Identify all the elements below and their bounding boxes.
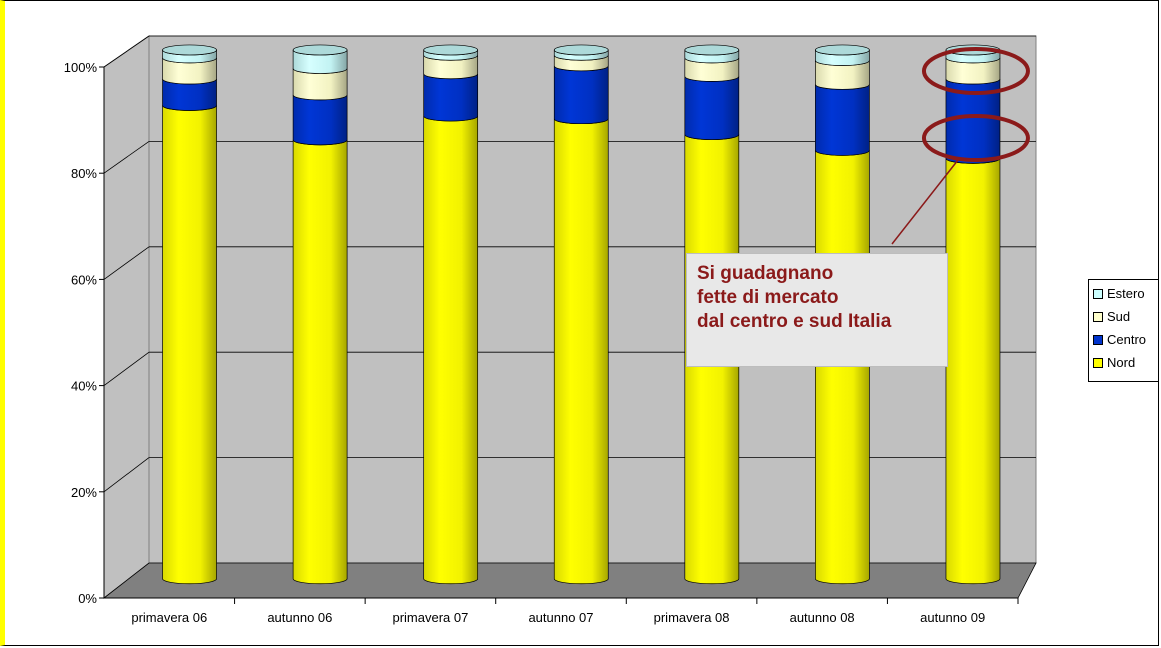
legend-item-nord: Nord bbox=[1093, 351, 1158, 374]
legend-swatch bbox=[1093, 288, 1103, 299]
legend-label: Nord bbox=[1107, 355, 1136, 370]
y-tick-label: 20% bbox=[71, 485, 97, 500]
annotation-pointer bbox=[891, 159, 959, 245]
chart-legend: Estero Sud Centro Nord bbox=[1088, 279, 1159, 382]
legend-swatch bbox=[1093, 334, 1103, 345]
highlight-ellipse-sud bbox=[921, 47, 1030, 95]
legend-label: Estero bbox=[1107, 286, 1145, 301]
annotation-line-1: Si guadagnano bbox=[697, 263, 834, 284]
legend-item-sud: Sud bbox=[1093, 305, 1158, 328]
gridline-side bbox=[103, 457, 150, 493]
bar-segment-nord bbox=[423, 115, 479, 585]
legend-swatch bbox=[1093, 357, 1103, 368]
bar-top-cap bbox=[553, 44, 609, 56]
x-tick-label: autunno 06 bbox=[267, 610, 332, 625]
legend-item-estero: Estero bbox=[1093, 282, 1158, 305]
annotation-line-3: dal centro e sud Italia bbox=[697, 311, 892, 332]
bar-segment-nord bbox=[815, 150, 870, 585]
bar-segment-nord bbox=[553, 118, 609, 585]
annotation-callout: Si guadagnano fette di mercato dal centr… bbox=[686, 253, 948, 367]
legend-item-centro: Centro bbox=[1093, 328, 1158, 351]
x-tick-label: autunno 08 bbox=[790, 610, 855, 625]
bar-top-cap bbox=[162, 44, 217, 56]
side-wall bbox=[103, 35, 150, 600]
bar-segment-nord bbox=[162, 105, 217, 585]
highlight-ellipse-centro bbox=[921, 114, 1030, 162]
bar-segment-nord bbox=[292, 139, 348, 585]
bar-top-cap bbox=[815, 44, 870, 56]
gridline-side bbox=[103, 351, 150, 386]
annotation-line-2: fette di mercato bbox=[697, 287, 839, 308]
y-tick-label: 0% bbox=[78, 591, 97, 606]
bar-segment-centro bbox=[815, 84, 870, 156]
gridline-side bbox=[103, 141, 150, 174]
legend-label: Centro bbox=[1107, 332, 1147, 347]
bar-segment-centro bbox=[684, 76, 740, 140]
bar-top-cap bbox=[684, 44, 740, 56]
gridline-side bbox=[103, 35, 150, 68]
bar-segment-nord bbox=[945, 158, 1001, 585]
legend-label: Sud bbox=[1107, 309, 1131, 324]
legend-swatch bbox=[1093, 311, 1103, 322]
x-tick-label: primavera 06 bbox=[131, 610, 207, 625]
x-tick-label: autunno 09 bbox=[920, 610, 985, 625]
y-tick-label: 40% bbox=[71, 379, 97, 394]
x-tick-label: primavera 08 bbox=[654, 610, 730, 625]
x-tick-label: autunno 07 bbox=[528, 610, 593, 625]
bar-top-cap bbox=[423, 44, 479, 56]
y-tick-label: 80% bbox=[71, 166, 97, 181]
bar-top-cap bbox=[292, 44, 348, 56]
x-tick-label: primavera 07 bbox=[392, 610, 468, 625]
bar-segment-centro bbox=[553, 65, 609, 125]
y-tick-label: 60% bbox=[71, 272, 97, 287]
bar-segment-centro bbox=[292, 94, 348, 146]
bar-segment-centro bbox=[423, 73, 479, 122]
gridline-side bbox=[103, 246, 150, 280]
y-tick-label: 100% bbox=[64, 60, 98, 75]
